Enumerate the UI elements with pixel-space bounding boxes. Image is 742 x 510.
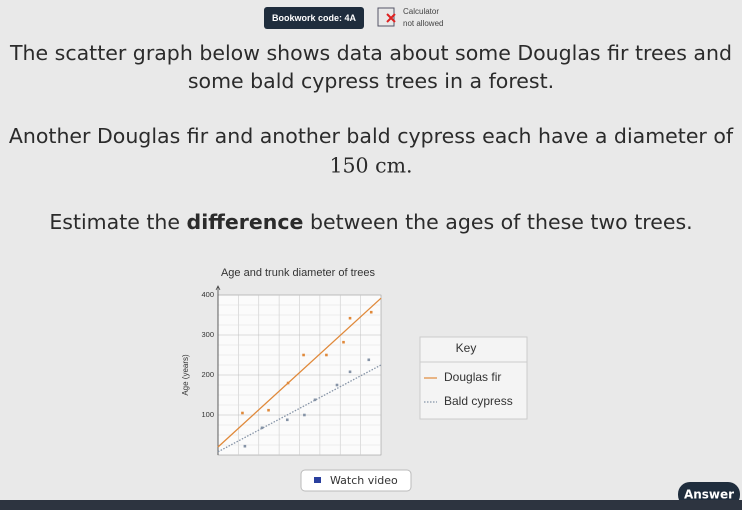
- calculator-status: not allowed: [403, 19, 443, 28]
- key-title: Key: [456, 341, 477, 355]
- data-point: [267, 408, 270, 412]
- task-text: between the ages of these two trees.: [303, 210, 692, 234]
- y-tick-label: 300: [201, 330, 214, 339]
- bookwork-code: Bookwork code: 4A: [272, 13, 357, 23]
- data-point: [243, 444, 247, 448]
- y-axis-label: Age (years): [181, 354, 190, 396]
- watch-video-button[interactable]: [300, 469, 412, 492]
- legend-label: Bald cypress: [444, 394, 513, 408]
- y-axis-arrow: [215, 285, 221, 455]
- chart-title: Age and trunk diameter of trees: [221, 267, 376, 279]
- data-point: [241, 411, 244, 415]
- video-icon: [314, 477, 321, 483]
- data-point: [367, 358, 371, 362]
- data-point: [303, 413, 306, 417]
- key-box: [419, 336, 528, 420]
- data-point: [313, 398, 317, 402]
- trend-line: [217, 364, 382, 453]
- watch-video-label: Watch video: [330, 474, 398, 487]
- task-line: Estimate the difference between the ages…: [49, 210, 692, 234]
- trend-line: [217, 297, 382, 448]
- data-point: [348, 316, 352, 320]
- data-point: [342, 340, 345, 344]
- data-point: [335, 383, 339, 387]
- task-emphasis: difference: [187, 210, 304, 234]
- question-line: 150 cm.: [329, 154, 412, 178]
- calculator-label: Calculator: [403, 7, 439, 16]
- data-point: [325, 353, 328, 357]
- question-line: Another Douglas fir and another bald cyp…: [9, 124, 734, 148]
- data-point: [286, 381, 290, 385]
- y-tick-label: 200: [201, 370, 214, 379]
- taskbar: [0, 500, 742, 510]
- cross-icon: [386, 13, 396, 23]
- bookwork-badge: [264, 7, 364, 29]
- legend-label: Douglas fir: [444, 370, 501, 384]
- data-point: [302, 353, 305, 357]
- question-line: some bald cypress trees in a forest.: [188, 69, 554, 93]
- question-line: The scatter graph below shows data about…: [9, 41, 732, 65]
- answer-label: Answer: [684, 488, 734, 502]
- calculator-icon: [377, 7, 395, 27]
- data-point: [285, 418, 289, 422]
- y-tick-label: 100: [201, 410, 214, 419]
- data-point: [260, 426, 264, 430]
- chart: Age and trunk diameter of trees Age (yea…: [181, 267, 528, 456]
- y-tick-label: 400: [201, 290, 214, 299]
- task-text: Estimate the: [49, 210, 186, 234]
- data-point: [348, 370, 352, 374]
- data-point: [369, 310, 373, 314]
